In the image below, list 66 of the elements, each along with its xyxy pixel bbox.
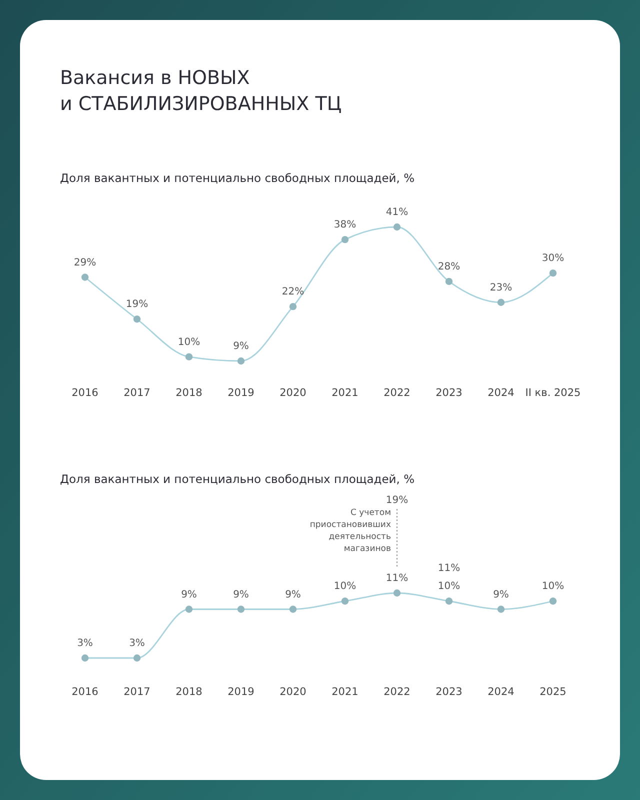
x-tick-label: 2020 (280, 387, 306, 399)
x-tick-label: 2018 (176, 387, 202, 399)
data-label: 9% (285, 589, 301, 600)
point (393, 223, 401, 231)
data-label: 9% (233, 341, 249, 352)
point (341, 598, 349, 605)
data-label: 3% (129, 638, 145, 649)
x-tick-label: 2022 (384, 686, 410, 698)
x-tick-label: II кв. 2025 (525, 387, 581, 399)
point (341, 236, 349, 244)
point (81, 654, 89, 662)
text: 11% (438, 563, 460, 574)
x-tick-label: 2021 (332, 686, 358, 698)
x-tick-label: 2023 (436, 686, 462, 698)
chart-subtitle: Доля вакантных и потенциально свободных площадей, % (60, 171, 415, 185)
x-tick-label: 2023 (436, 387, 462, 399)
data-label: 9% (233, 589, 249, 600)
point (133, 316, 141, 323)
data-label: 28% (438, 261, 460, 272)
x-tick-label: 2017 (124, 387, 150, 399)
data-label: 41% (386, 207, 408, 218)
text: С учетом приостановивших деятельность магазинов (310, 508, 391, 554)
point (289, 302, 297, 310)
x-tick-label: 2021 (332, 387, 358, 399)
point (445, 598, 453, 605)
data-label: 29% (74, 257, 96, 268)
chart-subtitle: Доля вакантных и потенциально свободных площадей, % (60, 472, 415, 486)
point (81, 274, 89, 281)
x-tick-label: 2022 (384, 387, 410, 399)
x-tick-label: 2024 (488, 686, 515, 698)
point (497, 606, 505, 613)
data-label: 10% (438, 581, 460, 592)
point (445, 278, 453, 286)
data-label: 38% (334, 220, 356, 231)
data-label: 9% (181, 589, 197, 600)
point (237, 357, 245, 365)
data-label: 3% (77, 638, 93, 649)
data-label: 10% (334, 581, 356, 592)
point (497, 298, 505, 306)
data-label: 19% (126, 299, 148, 310)
point (133, 654, 141, 662)
x-tick-label: 2016 (72, 387, 99, 399)
point (185, 353, 193, 360)
data-label: 30% (542, 253, 564, 264)
data-label: 11% (386, 573, 408, 584)
x-tick-label: 2017 (124, 686, 150, 698)
chart-title: Вакансия в НОВЫХ и СТАБИЛИЗИРОВАННЫХ ТЦ (60, 67, 342, 115)
x-tick-label: 2016 (72, 686, 99, 698)
data-label: 22% (282, 286, 304, 298)
point (549, 269, 557, 277)
x-tick-label: 2020 (280, 686, 306, 698)
point (289, 606, 297, 613)
x-tick-label: 2019 (228, 686, 254, 698)
point (237, 606, 245, 613)
x-tick-label: 2019 (228, 387, 254, 399)
x-tick-label: 2018 (176, 686, 202, 698)
data-label: 10% (542, 581, 564, 592)
point (393, 589, 401, 597)
data-label: 23% (490, 282, 512, 294)
point (549, 598, 557, 605)
x-tick-label: 2025 (540, 686, 566, 698)
data-label: 9% (493, 589, 509, 600)
point (185, 606, 193, 613)
text: 19% (386, 495, 408, 506)
x-tick-label: 2024 (488, 387, 515, 399)
data-label: 10% (178, 336, 200, 348)
